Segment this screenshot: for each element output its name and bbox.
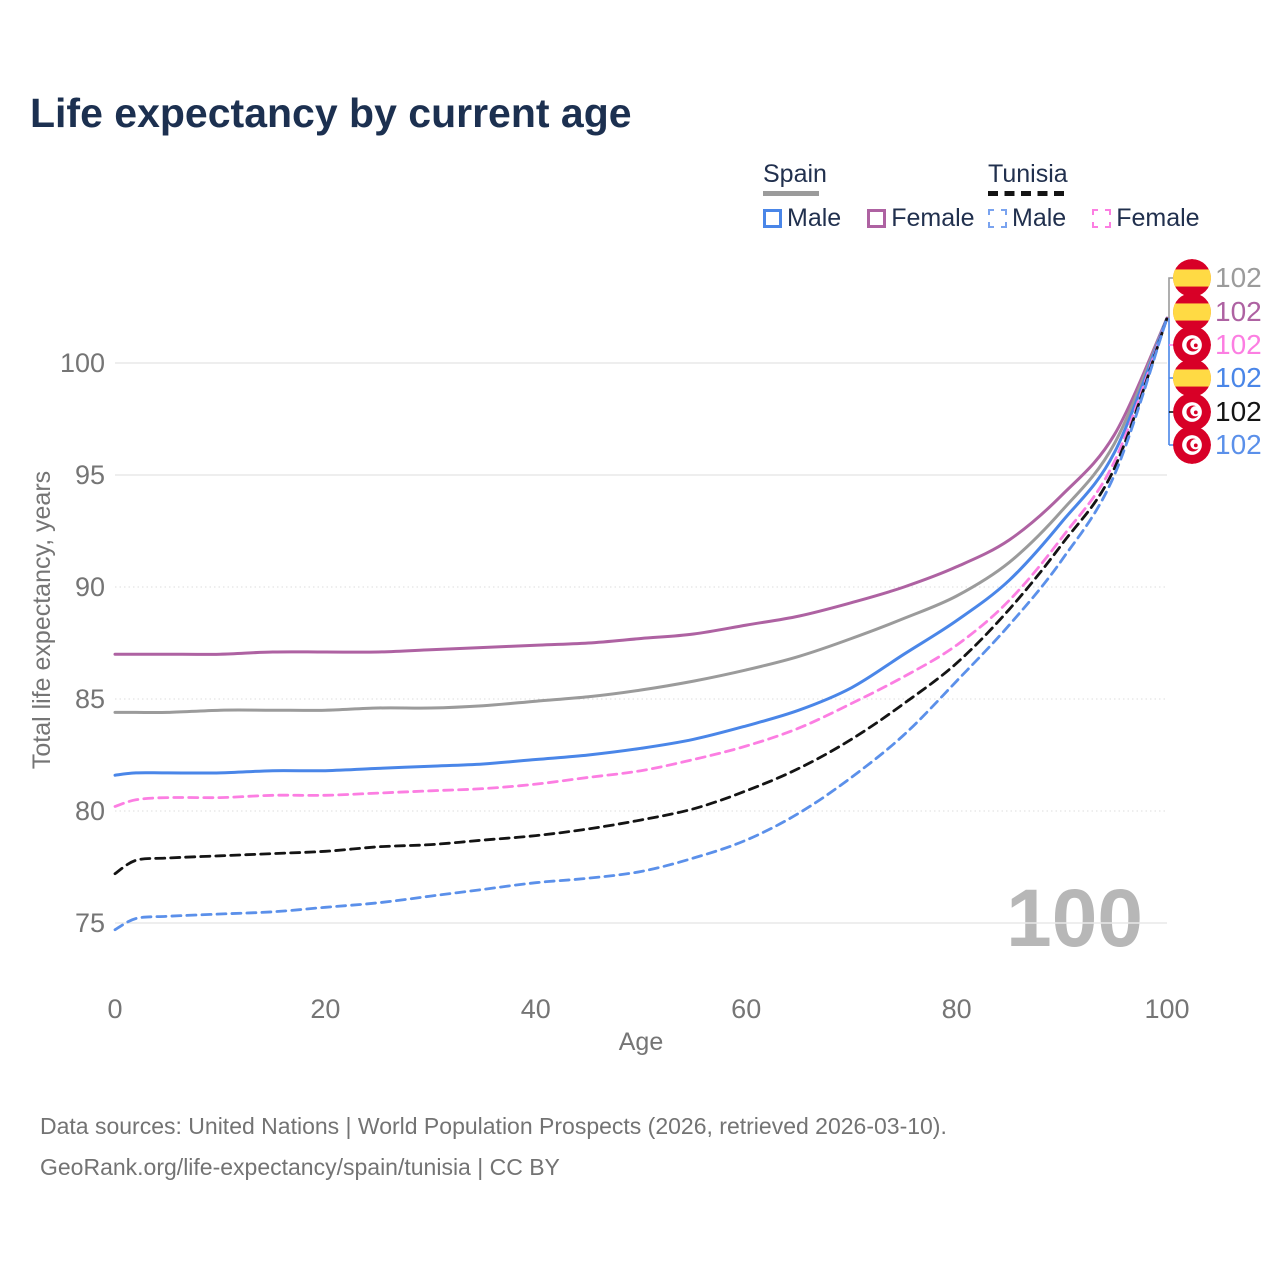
series-line-tunisia-female — [113, 316, 1169, 808]
legend-item-label: Female — [891, 204, 975, 232]
legend-item-spain-male[interactable]: Male — [763, 204, 841, 233]
series-line-spain-male — [113, 316, 1169, 777]
y-tick-label: 90 — [75, 572, 105, 602]
tunisia-flag-icon — [1173, 326, 1211, 364]
x-tick-label: 80 — [942, 994, 972, 1024]
legend-swatch-icon — [988, 209, 1007, 228]
legend-swatch-icon — [1092, 209, 1112, 228]
spain-flag-part — [1173, 269, 1211, 287]
series-line-spain-both-sexes — [113, 316, 1169, 715]
series-line-spain-female — [113, 316, 1169, 656]
legend-group-spain: Spain Male Female — [763, 160, 975, 233]
end-value-label: 102 — [1215, 329, 1262, 360]
y-axis-title: Total life expectancy, years — [28, 471, 56, 769]
footer: Data sources: United Nations | World Pop… — [40, 1106, 947, 1188]
series-line-tunisia-male — [113, 316, 1169, 932]
tunisia-flag-icon — [1173, 393, 1211, 431]
x-tick-label: 40 — [521, 994, 551, 1024]
x-tick-label: 60 — [731, 994, 761, 1024]
legend-item-tunisia-female[interactable]: Female — [1092, 204, 1200, 233]
legend-item-label: Male — [787, 204, 842, 232]
spain-flag-part — [1173, 303, 1211, 321]
legend-country-label: Spain — [763, 160, 827, 188]
end-value-label: 102 — [1215, 262, 1262, 293]
age-counter-watermark: 100 — [1006, 873, 1143, 964]
legend-swatch-icon — [763, 209, 782, 228]
footer-data-sources: Data sources: United Nations | World Pop… — [40, 1113, 947, 1139]
tunisia-flag-part — [1193, 443, 1198, 448]
end-value-label: 102 — [1215, 429, 1262, 460]
tunisia-flag-part — [1193, 343, 1198, 348]
legend-item-spain-female[interactable]: Female — [867, 204, 975, 233]
tunisia-flag-icon — [1173, 426, 1211, 464]
end-value-label: 102 — [1215, 396, 1262, 427]
page-title: Life expectancy by current age — [30, 90, 632, 136]
legend-country-label: Tunisia — [988, 160, 1068, 188]
y-tick-label: 95 — [75, 460, 105, 490]
y-tick-label: 100 — [60, 348, 105, 378]
spain-flag-icon — [1173, 259, 1211, 297]
legend-linestyle-sample-dashed — [988, 191, 1064, 196]
spain-flag-icon — [1173, 293, 1211, 331]
legend-item-label: Female — [1116, 204, 1200, 232]
x-tick-label: 0 — [107, 994, 122, 1024]
legend-item-tunisia-male[interactable]: Male — [988, 204, 1066, 233]
end-value-label: 102 — [1215, 296, 1262, 327]
end-value-label: 102 — [1215, 362, 1262, 393]
y-tick-label: 85 — [75, 684, 105, 714]
spain-flag-icon — [1173, 359, 1211, 397]
series-line-tunisia-both-sexes — [113, 316, 1169, 876]
x-tick-label: 20 — [310, 994, 340, 1024]
legend-swatch-icon — [867, 209, 887, 228]
x-axis-title: Age — [619, 1028, 663, 1056]
legend-group-tunisia: Tunisia Male Female — [988, 160, 1200, 233]
legend-item-label: Male — [1012, 204, 1067, 232]
legend-linestyle-sample-solid — [763, 191, 819, 196]
y-tick-label: 75 — [75, 908, 105, 938]
footer-attribution: GeoRank.org/life-expectancy/spain/tunisi… — [40, 1154, 560, 1180]
legend: Spain Male Female Tunisia Male Female — [0, 160, 1280, 250]
y-tick-label: 80 — [75, 796, 105, 826]
tunisia-flag-part — [1193, 410, 1198, 415]
x-tick-label: 100 — [1144, 994, 1189, 1024]
spain-flag-part — [1173, 369, 1211, 387]
